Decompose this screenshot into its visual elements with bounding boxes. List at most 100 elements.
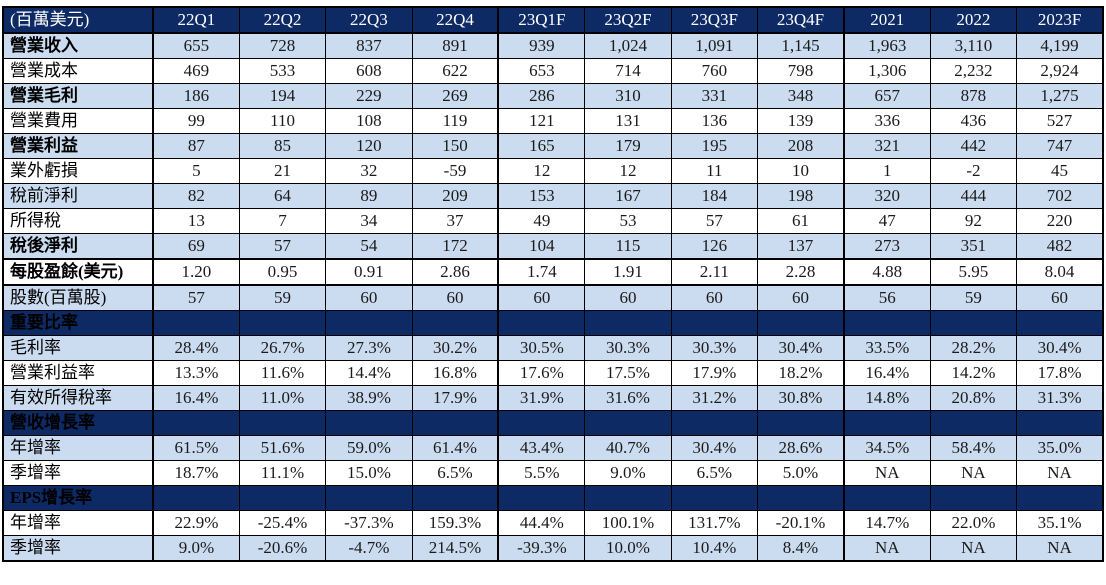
cell (325, 410, 413, 436)
cell: 22.0% (929, 510, 1018, 536)
table-row: 毛利率 28.4% 26.7% 27.3% 30.2% 30.5% 30.3% 30.3% 30… (2, 335, 1105, 361)
cell: 13.3% (151, 360, 240, 386)
table-row: 有效所得稅率 16.4% 11.0% 38.9% 17.9% 31.9% 31.6% 31.2… (2, 385, 1105, 411)
cell: 165 (497, 133, 586, 159)
cell (238, 310, 327, 336)
row-label: 季增率 (2, 460, 154, 486)
cell: 229 (325, 83, 413, 109)
cell: 44.4% (497, 510, 586, 536)
cell: 82 (151, 183, 240, 209)
cell (325, 485, 413, 511)
cell: 21 (238, 158, 327, 184)
cell: 92 (929, 208, 1018, 234)
section-header-row: 營收增長率 (2, 410, 1105, 436)
cell: 61.4% (411, 435, 499, 461)
cell: 30.4% (670, 435, 759, 461)
section-header-row: EPS增長率 (2, 485, 1105, 511)
table-row: 營業費用 99 110 108 119 121 131 136 139 336 436 527 (2, 108, 1105, 134)
cell: 115 (584, 233, 672, 260)
cell: 533 (238, 58, 327, 84)
cell: 69 (151, 233, 240, 260)
cell: 179 (584, 133, 672, 159)
cell: 60 (325, 284, 413, 311)
cell: 22.9% (151, 510, 240, 536)
row-label: 季增率 (2, 535, 154, 562)
column-header: 2021 (842, 6, 931, 34)
cell (1016, 485, 1105, 511)
row-label: 年增率 (2, 510, 154, 536)
cell (238, 485, 327, 511)
cell: 60 (1016, 284, 1105, 311)
cell: 184 (670, 183, 759, 209)
cell (757, 310, 845, 336)
cell: 60 (757, 284, 845, 311)
cell (584, 410, 672, 436)
cell: -4.7% (325, 535, 413, 562)
cell: 4,199 (1016, 32, 1105, 59)
cell: 56 (842, 284, 931, 311)
cell: 13 (151, 208, 240, 234)
table-row: 稅後淨利 69 57 54 172 104 115 126 137 273 351 482 (2, 233, 1105, 260)
cell: 5.95 (929, 258, 1018, 286)
cell: 7 (238, 208, 327, 234)
cell: 64 (238, 183, 327, 209)
cell: 14.4% (325, 360, 413, 386)
cell: 198 (757, 183, 845, 209)
cell: 482 (1016, 233, 1105, 260)
cell: -37.3% (325, 510, 413, 536)
row-label: 營業收入 (2, 32, 154, 59)
cell: NA (929, 535, 1018, 562)
cell: 57 (238, 233, 327, 260)
row-label: 營業毛利 (2, 83, 154, 109)
cell: 195 (670, 133, 759, 159)
cell: 121 (497, 108, 586, 134)
row-label: 股數(百萬股) (2, 284, 154, 311)
cell: 108 (325, 108, 413, 134)
cell: 153 (497, 183, 586, 209)
cell: 10.4% (670, 535, 759, 562)
cell: 702 (1016, 183, 1105, 209)
cell: 59 (929, 284, 1018, 311)
cell: 16.8% (411, 360, 499, 386)
cell: 10.0% (584, 535, 672, 562)
cell: NA (1016, 460, 1105, 486)
cell (497, 410, 586, 436)
cell: 172 (411, 233, 499, 260)
cell: 28.4% (151, 335, 240, 361)
cell: 3,110 (929, 32, 1018, 59)
cell (325, 310, 413, 336)
cell: 728 (238, 32, 327, 59)
cell: 34.5% (842, 435, 931, 461)
cell: 20.8% (929, 385, 1018, 411)
cell (151, 485, 240, 511)
cell: 131 (584, 108, 672, 134)
cell: 0.95 (238, 258, 327, 286)
cell: 798 (757, 58, 845, 84)
cell: 31.3% (1016, 385, 1105, 411)
cell: 14.7% (842, 510, 931, 536)
cell: 30.4% (757, 335, 845, 361)
cell: 939 (497, 32, 586, 59)
cell (670, 310, 759, 336)
cell (842, 485, 931, 511)
cell: 30.2% (411, 335, 499, 361)
cell: 60 (411, 284, 499, 311)
cell: NA (1016, 535, 1105, 562)
cell: 35.1% (1016, 510, 1105, 536)
table-row: 每股盈餘(美元) 1.20 0.95 0.91 2.86 1.74 1.91 2.11 2.28… (2, 258, 1105, 286)
cell: 878 (929, 83, 1018, 109)
cell: 26.7% (238, 335, 327, 361)
cell: 310 (584, 83, 672, 109)
cell: 11.1% (238, 460, 327, 486)
cell (757, 485, 845, 511)
cell: 14.8% (842, 385, 931, 411)
column-header: 22Q3 (325, 6, 413, 34)
column-header: 22Q1 (151, 6, 240, 34)
table-row: 年增率 61.5% 51.6% 59.0% 61.4% 43.4% 40.7% 30.4% 28… (2, 435, 1105, 461)
cell: 714 (584, 58, 672, 84)
row-label: 稅後淨利 (2, 233, 154, 260)
cell: 760 (670, 58, 759, 84)
cell: 47 (842, 208, 931, 234)
cell: 139 (757, 108, 845, 134)
